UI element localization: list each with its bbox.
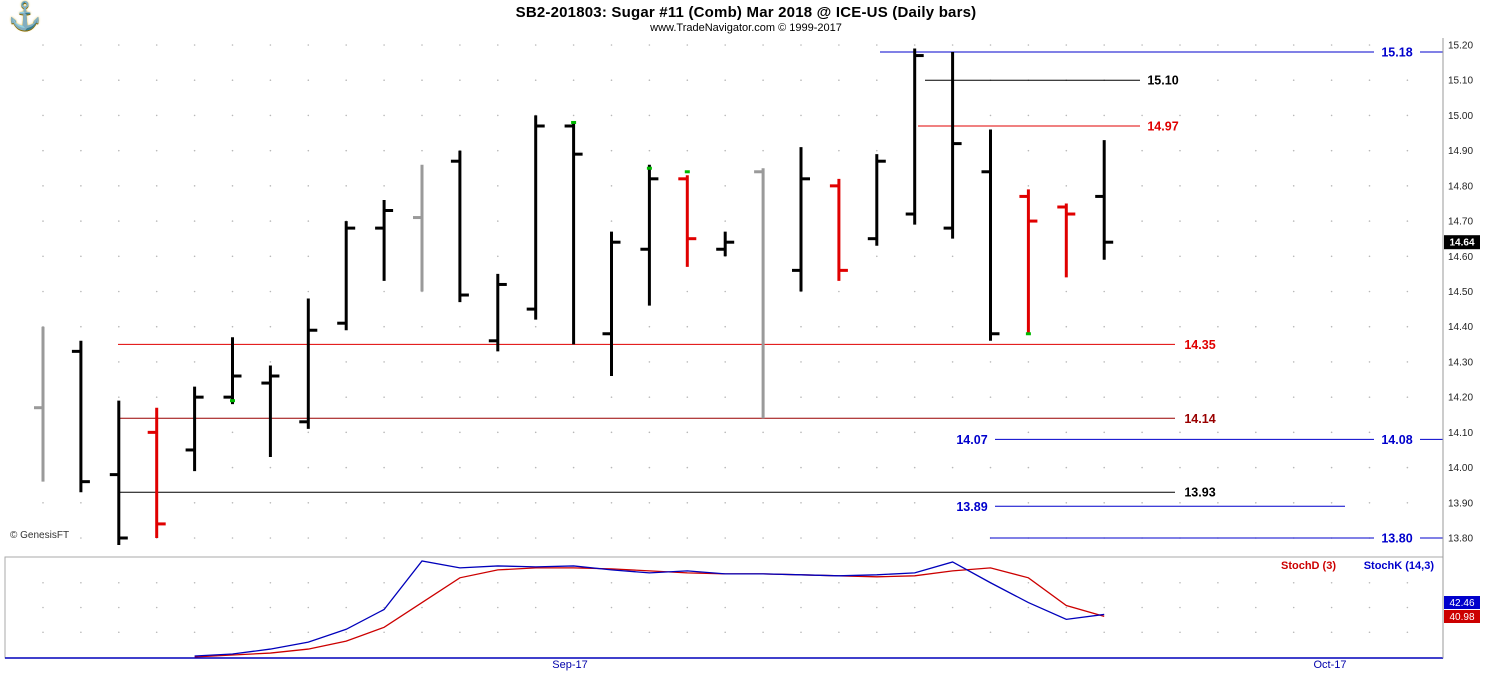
- price-line-label-bg: [949, 498, 995, 515]
- signal-mark: [571, 120, 577, 124]
- price-line-label: 14.08: [1381, 433, 1412, 447]
- price-line-label: 15.18: [1381, 46, 1412, 60]
- stochd-value-badge: 40.98: [1449, 612, 1474, 623]
- signal-mark: [684, 170, 690, 174]
- price-axis: 15.20 15.10 15.00 14.90 14.80 14.70 14.60 14.50…: [1442, 38, 1480, 658]
- last-price-badge: 14.64: [1449, 238, 1474, 249]
- signal-mark: [1025, 332, 1031, 336]
- price-axis-label: 14.50: [1448, 287, 1473, 298]
- date-axis-label: Sep-17: [552, 659, 587, 671]
- stochk-value-badge: 42.46: [1449, 598, 1474, 609]
- price-axis-label: 14.70: [1448, 217, 1473, 228]
- price-line-label-bg: [1374, 530, 1420, 546]
- price-line-label: 14.07: [956, 433, 987, 447]
- price-lines: 15.18 15.10 14.97 14.35 14.14 14.07 14.08 13.93…: [118, 44, 1443, 546]
- price-line-label: 13.80: [1381, 532, 1412, 546]
- price-line-label-bg: [1177, 410, 1223, 427]
- price-line-label-bg: [1177, 484, 1223, 501]
- price-line-label-bg: [949, 431, 995, 448]
- stochastic-panel: StochD (3) StochK (14,3) 42.46 40.98: [4, 556, 1480, 659]
- price-line-label-bg: [1374, 44, 1420, 61]
- price-line-label: 13.89: [956, 500, 987, 514]
- price-axis-label: 14.90: [1448, 146, 1473, 157]
- price-axis-label: 14.60: [1448, 252, 1473, 263]
- stochk-legend-label: StochK (14,3): [1364, 560, 1435, 572]
- last-price-badge-bg: [1444, 235, 1480, 250]
- signal-mark: [230, 399, 235, 403]
- price-axis-label: 15.10: [1448, 76, 1473, 87]
- stochd-legend-label: StochD (3): [1281, 560, 1336, 572]
- price-line-label-bg: [1177, 336, 1223, 353]
- price-axis-label: 14.80: [1448, 181, 1473, 192]
- price-line-label-bg: [1140, 72, 1186, 89]
- stochk-value-badge-bg: [1444, 596, 1480, 609]
- price-line-label: 14.14: [1184, 412, 1215, 426]
- signal-mark: [646, 166, 652, 170]
- price-axis-label: 15.20: [1448, 41, 1473, 52]
- genesis-logo-icon: ⚓: [8, 1, 42, 31]
- price-line-label: 13.93: [1184, 486, 1215, 500]
- genesis-watermark: © GenesisFT: [10, 530, 70, 541]
- price-axis-label: 14.20: [1448, 393, 1473, 404]
- ohlc-bars: [34, 48, 1114, 546]
- price-axis-label: 14.10: [1448, 428, 1473, 439]
- price-line-label-bg: [1140, 117, 1186, 134]
- price-line-label: 15.10: [1147, 74, 1178, 88]
- stochk-line: [194, 560, 1105, 657]
- price-axis-label: 15.00: [1448, 111, 1473, 122]
- price-line-label: 14.97: [1147, 119, 1178, 133]
- price-axis-label: 14.40: [1448, 322, 1473, 333]
- stochd-line: [194, 567, 1105, 658]
- date-axis: Sep-17 Oct-17: [5, 657, 1443, 671]
- price-line-label-bg: [1374, 431, 1420, 448]
- stochd-value-badge-bg: [1444, 610, 1480, 623]
- price-axis-label: 13.90: [1448, 498, 1473, 509]
- price-axis-label: 14.30: [1448, 357, 1473, 368]
- price-line-label: 14.35: [1184, 338, 1215, 352]
- stoch-panel-border: [4, 556, 1444, 659]
- price-axis-label: 14.00: [1448, 463, 1473, 474]
- price-axis-label: 13.80: [1448, 534, 1473, 545]
- date-axis-label: Oct-17: [1313, 659, 1346, 671]
